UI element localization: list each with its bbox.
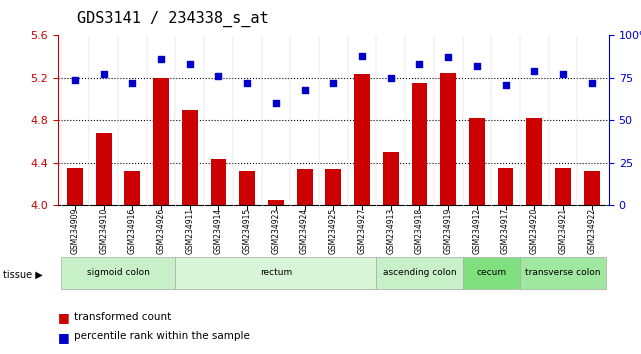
Text: GSM234915: GSM234915 [243, 208, 252, 254]
Bar [182, 110, 197, 205]
Bar [526, 118, 542, 205]
Point [587, 80, 597, 86]
Point [414, 62, 424, 67]
FancyBboxPatch shape [60, 257, 176, 289]
Point [299, 87, 310, 93]
Text: GSM234909: GSM234909 [71, 208, 79, 254]
Bar [354, 74, 370, 205]
Text: transformed count: transformed count [74, 312, 171, 321]
Point [271, 101, 281, 106]
Text: GSM234913: GSM234913 [387, 208, 395, 254]
Text: GSM234914: GSM234914 [214, 208, 223, 254]
Text: GSM234918: GSM234918 [415, 208, 424, 254]
Point [472, 63, 482, 69]
Bar [153, 78, 169, 205]
Text: GSM234922: GSM234922 [587, 208, 596, 254]
Text: GSM234924: GSM234924 [300, 208, 309, 254]
Point [529, 68, 540, 74]
Bar [67, 168, 83, 205]
Point [357, 53, 367, 59]
Text: rectum: rectum [260, 268, 292, 277]
Bar [584, 171, 599, 205]
Text: GSM234911: GSM234911 [185, 208, 194, 254]
FancyBboxPatch shape [376, 257, 463, 289]
Bar [497, 168, 513, 205]
Text: GSM234920: GSM234920 [530, 208, 539, 254]
Text: GSM234923: GSM234923 [271, 208, 280, 254]
Text: percentile rank within the sample: percentile rank within the sample [74, 331, 249, 341]
Bar [555, 168, 571, 205]
Bar [96, 133, 112, 205]
FancyBboxPatch shape [463, 257, 520, 289]
Text: GSM234910: GSM234910 [99, 208, 108, 254]
Text: transverse colon: transverse colon [525, 268, 601, 277]
Point [99, 72, 109, 77]
Point [242, 80, 253, 86]
Bar [211, 159, 226, 205]
Text: GSM234916: GSM234916 [128, 208, 137, 254]
Text: GSM234917: GSM234917 [501, 208, 510, 254]
Text: ascending colon: ascending colon [383, 268, 456, 277]
Text: cecum: cecum [476, 268, 506, 277]
Bar [326, 169, 341, 205]
Point [328, 80, 338, 86]
Point [386, 75, 396, 81]
Point [70, 77, 80, 82]
Point [443, 55, 453, 60]
Bar [124, 171, 140, 205]
Bar [297, 169, 313, 205]
Text: sigmoid colon: sigmoid colon [87, 268, 149, 277]
Bar [268, 200, 284, 205]
Text: ■: ■ [58, 312, 69, 325]
Text: ■: ■ [58, 331, 69, 344]
Point [156, 56, 166, 62]
Text: GSM234925: GSM234925 [329, 208, 338, 254]
Bar [239, 171, 255, 205]
Text: GSM234919: GSM234919 [444, 208, 453, 254]
Text: tissue ▶: tissue ▶ [3, 269, 43, 279]
Text: GSM234912: GSM234912 [472, 208, 481, 254]
Bar [440, 73, 456, 205]
Text: GSM234921: GSM234921 [558, 208, 567, 254]
Point [501, 82, 511, 87]
Text: GDS3141 / 234338_s_at: GDS3141 / 234338_s_at [77, 11, 269, 27]
FancyBboxPatch shape [176, 257, 376, 289]
Bar [383, 152, 399, 205]
Text: GSM234926: GSM234926 [156, 208, 165, 254]
Point [558, 72, 568, 77]
Bar [469, 118, 485, 205]
Point [213, 73, 224, 79]
Bar [412, 83, 428, 205]
Point [185, 62, 195, 67]
Point [127, 80, 137, 86]
Text: GSM234927: GSM234927 [358, 208, 367, 254]
FancyBboxPatch shape [520, 257, 606, 289]
